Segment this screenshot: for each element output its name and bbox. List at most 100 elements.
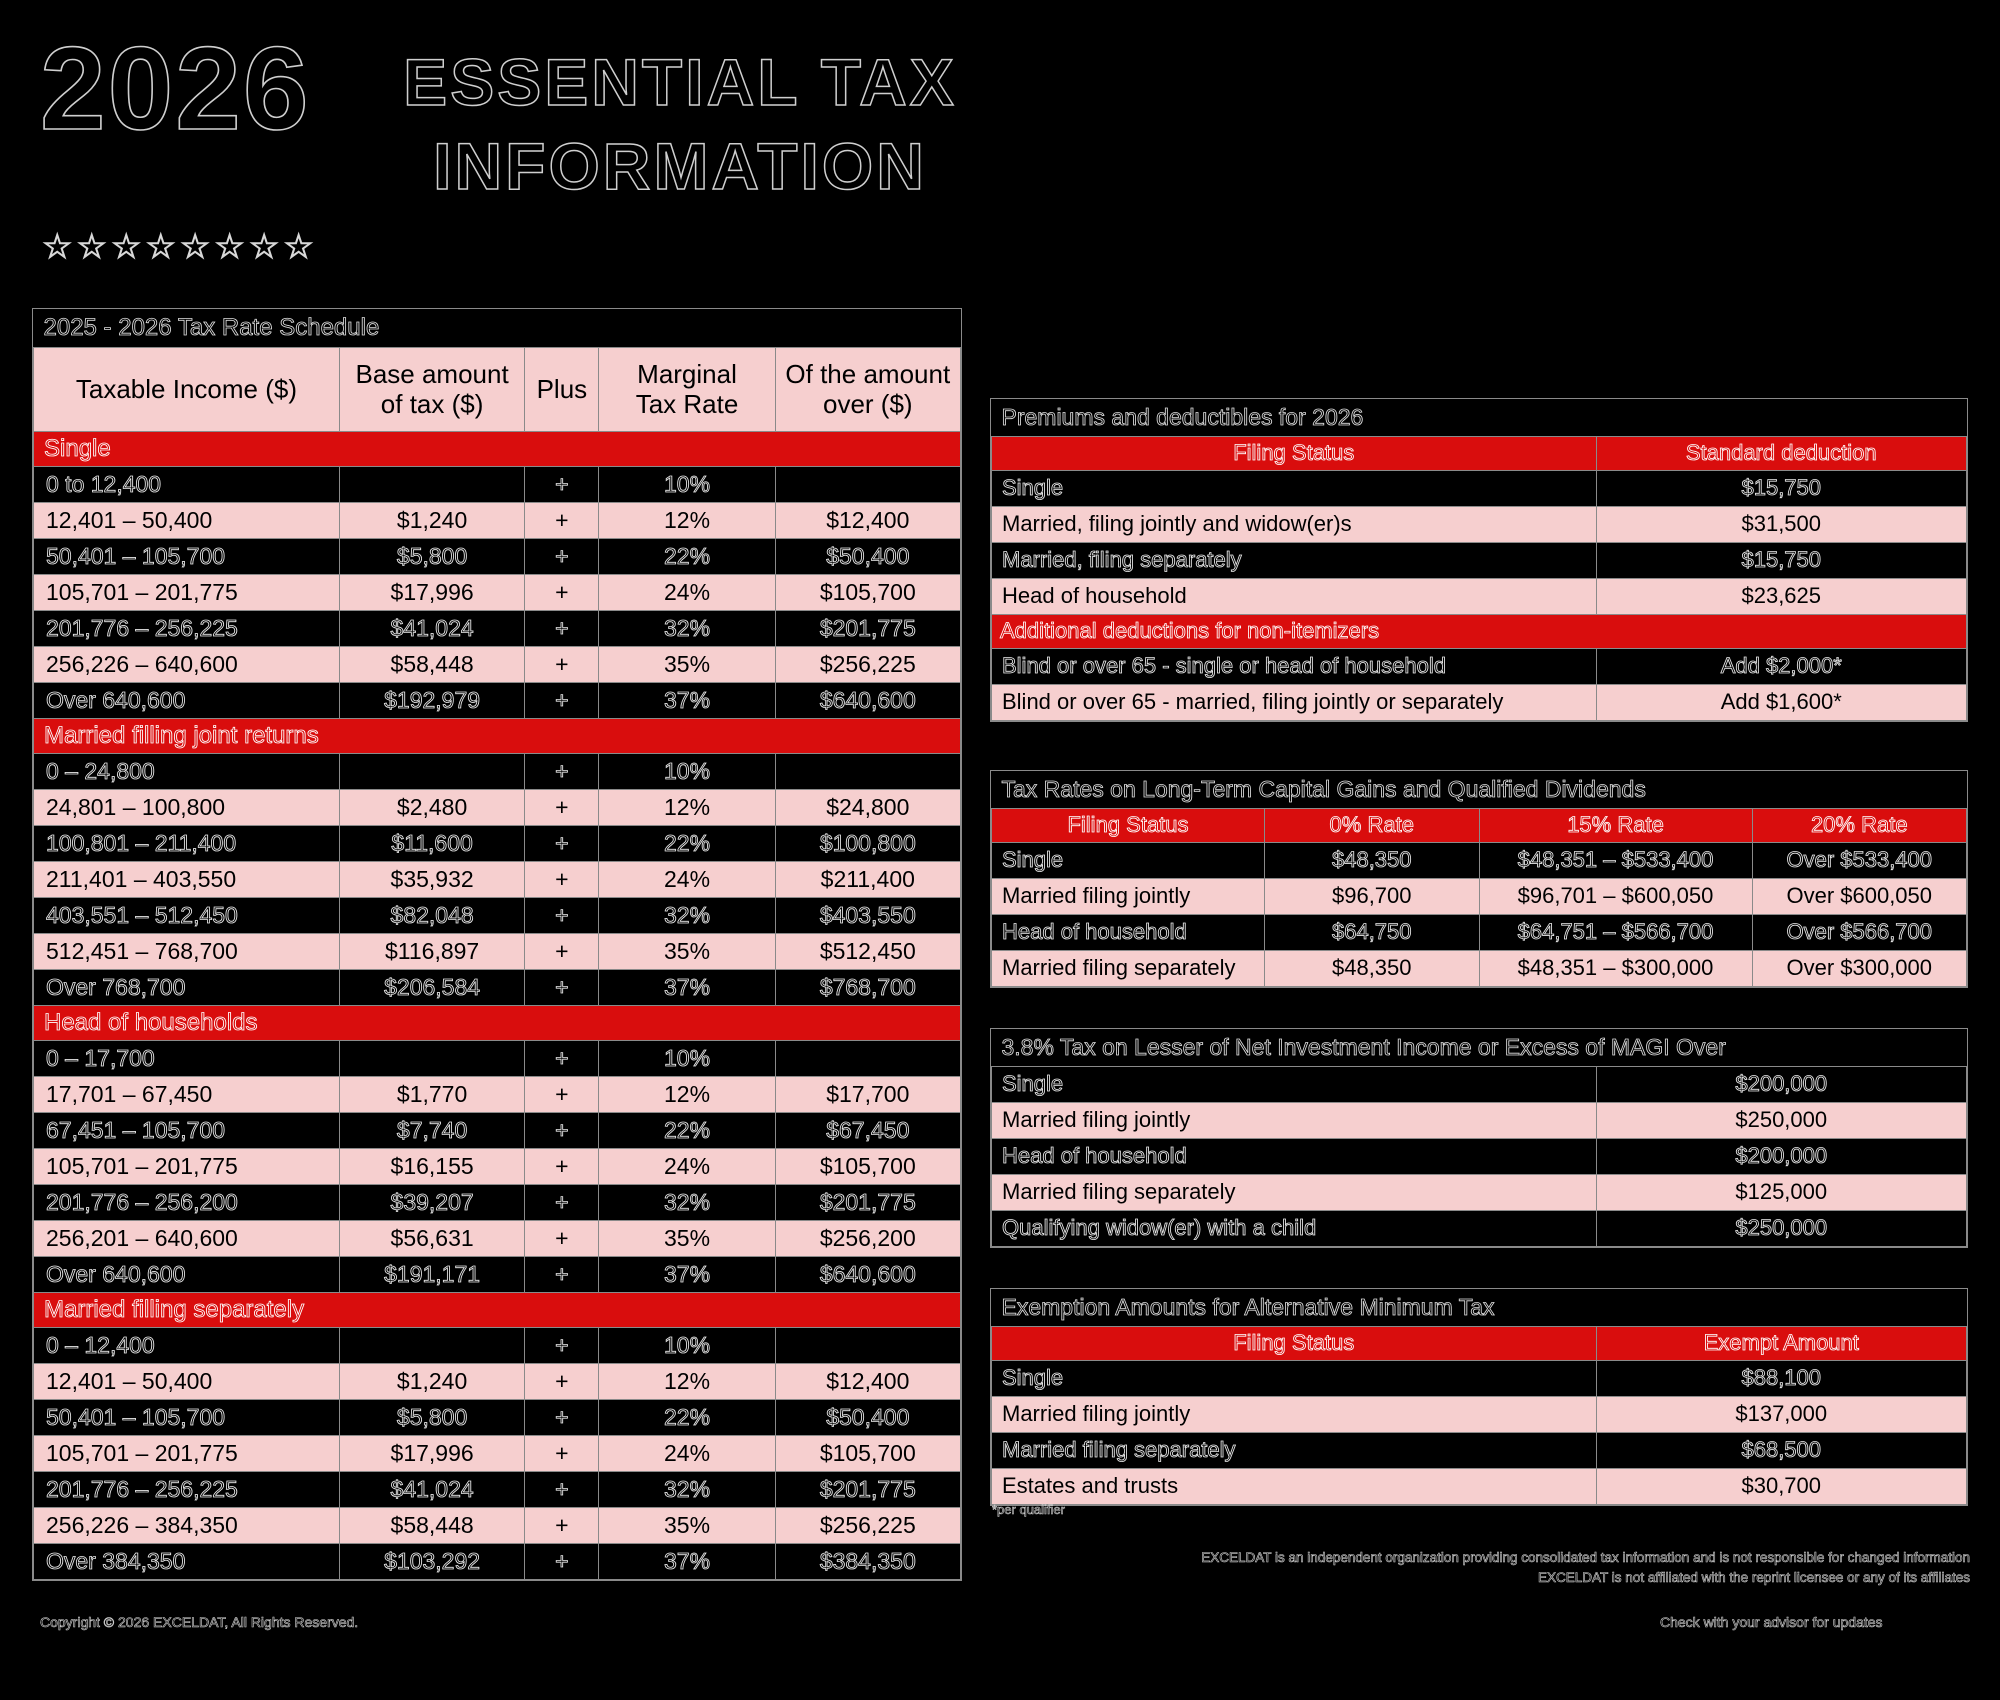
cell-base-amount: $41,024 [338,609,526,647]
cell-filing-status: Single [991,1359,1597,1397]
cell-amount-over: $24,800 [774,788,962,826]
cell-taxable-income: 256,226 – 640,600 [33,645,340,683]
niit-caption-row: 3.8% Tax on Lesser of Net Investment Inc… [991,1029,1967,1067]
filing-status-band: Head of households [33,1004,961,1041]
table-row: 201,776 – 256,225 $41,024 +32% $201,775 [33,1470,962,1508]
table-row: Married filing jointly $137,000 [991,1395,1967,1433]
cell-marginal-rate: 22% [598,824,776,862]
table-row: 50,401 – 105,700 $5,800 +22% $50,400 [33,537,962,575]
cell-plus: + [524,932,600,970]
table-row: Head of household $64,750 $64,751 – $566,7… [991,913,1967,951]
cell-amount-over: $403,550 [774,896,962,934]
cell-base-amount: $35,932 [338,860,526,898]
col-header-base: Base amount of tax ($) [338,346,526,432]
table-row: Blind or over 65 - married, filing joint… [991,683,1967,721]
table-row: 211,401 – 403,550 $35,932 +24% $211,400 [33,860,962,898]
cell-standard-deduction: $15,750 [1595,469,1967,507]
cell-taxable-income: Over 768,700 [33,968,340,1006]
cell-amount-over: $105,700 [774,1147,962,1185]
table-row: Qualifying widow(er) with a child $250,00… [991,1209,1967,1247]
cell-exempt-amount: $88,100 [1595,1359,1967,1397]
cell-taxable-income: Over 640,600 [33,1255,340,1293]
table-row: Single $200,000 [991,1065,1967,1103]
cell-marginal-rate: 24% [598,1147,776,1185]
capgains-caption-row: Tax Rates on Long-Term Capital Gains and… [991,771,1967,809]
amt-table: Exemption Amounts for Alternative Minimu… [991,1289,1967,1505]
cell-amount-over: $105,700 [774,1434,962,1472]
amt-header-row: Filing Status Exempt Amount [991,1325,1967,1361]
cell-amount-over: $640,600 [774,681,962,719]
cell-filing-status: Head of household [991,1137,1597,1175]
amt-caption: Exemption Amounts for Alternative Minimu… [991,1289,1967,1327]
cell-base-amount: $11,600 [338,824,526,862]
cell-rate-0: $96,700 [1264,877,1480,915]
schedule-caption-row: 2025 - 2026 Tax Rate Schedule [33,309,961,348]
cell-taxable-income: 50,401 – 105,700 [33,1398,340,1436]
cell-taxable-income: 105,701 – 201,775 [33,573,340,611]
cell-filing-status: Single [991,1065,1597,1103]
cell-standard-deduction: $23,625 [1595,577,1967,615]
filing-status-label: Single [33,430,961,467]
cell-plus: + [524,609,600,647]
cell-amount-over: $768,700 [774,968,962,1006]
cell-marginal-rate: 24% [598,573,776,611]
cell-marginal-rate: 22% [598,1111,776,1149]
table-row: 105,701 – 201,775 $16,155 +24% $105,700 [33,1147,962,1185]
cell-base-amount: $5,800 [338,1398,526,1436]
cell-base-amount: $58,448 [338,645,526,683]
filing-status-band: Single [33,430,961,467]
cell-rate-15: $48,351 – $300,000 [1478,949,1753,987]
table-row: Head of household $23,625 [991,577,1967,615]
cell-base-amount: $58,448 [338,1506,526,1544]
cell-taxable-income: 12,401 – 50,400 [33,501,340,539]
cell-magi-threshold: $200,000 [1595,1137,1967,1175]
cell-amount-over: $67,450 [774,1111,962,1149]
cell-filing-status: Married filing separately [991,949,1265,987]
cell-exempt-amount: $68,500 [1595,1431,1967,1469]
cell-filing-status: Married filing jointly [991,1395,1597,1433]
additional-deductions-band: Additional deductions for non-itemizers [991,613,1967,649]
table-row: Married, filing jointly and widow(er)s $3… [991,505,1967,543]
table-row: 105,701 – 201,775 $17,996 +24% $105,700 [33,1434,962,1472]
cell-base-amount [338,1326,526,1364]
cell-amount-over: $201,775 [774,1470,962,1508]
cell-base-amount: $16,155 [338,1147,526,1185]
cell-taxable-income: 67,451 – 105,700 [33,1111,340,1149]
cell-plus: + [524,1147,600,1185]
col-header-exempt-amount: Exempt Amount [1595,1325,1967,1361]
cell-base-amount: $116,897 [338,932,526,970]
cell-filing-status: Married, filing jointly and widow(er)s [991,505,1597,543]
cell-plus: + [524,1398,600,1436]
cell-marginal-rate: 10% [598,1326,776,1364]
cell-filing-status: Married, filing separately [991,541,1597,579]
disclaimer-line-1: EXCELDAT is an independent organization … [1201,1550,1970,1566]
table-row: 0 – 17,700 +10% [33,1039,962,1077]
table-row: Married filing jointly $96,700 $96,701 – $… [991,877,1967,915]
cell-rate-0: $64,750 [1264,913,1480,951]
cell-plus: + [524,752,600,790]
cell-base-amount: $206,584 [338,968,526,1006]
cell-amount-over: $201,775 [774,1183,962,1221]
niit-panel: 3.8% Tax on Lesser of Net Investment Inc… [990,1028,1968,1248]
table-row: 0 – 24,800 +10% [33,752,962,790]
cell-amount-over: $211,400 [774,860,962,898]
filing-status-label: Married filling separately [33,1291,961,1328]
table-row: 201,776 – 256,225 $41,024 +32% $201,775 [33,609,962,647]
cell-marginal-rate: 35% [598,645,776,683]
cell-base-amount: $41,024 [338,1470,526,1508]
page-header: 2026 ESSENTIAL TAX INFORMATION ☆☆☆☆☆☆☆☆ [0,0,2000,300]
stars-decoration: ☆☆☆☆☆☆☆☆ [41,228,318,266]
cell-plus: + [524,1506,600,1544]
table-row: 105,701 – 201,775 $17,996 +24% $105,700 [33,573,962,611]
cell-taxable-income: 201,776 – 256,225 [33,609,340,647]
cell-rate-15: $96,701 – $600,050 [1478,877,1753,915]
cell-base-amount: $1,770 [338,1075,526,1113]
table-row: Married filing separately $48,350 $48,351 … [991,949,1967,987]
niit-caption: 3.8% Tax on Lesser of Net Investment Inc… [991,1029,1967,1067]
cell-amount-over: $100,800 [774,824,962,862]
cell-exempt-amount: $137,000 [1595,1395,1967,1433]
cell-base-amount: $191,171 [338,1255,526,1293]
cell-filing-status: Estates and trusts [991,1467,1597,1505]
table-row: Over 768,700 $206,584 +37% $768,700 [33,968,962,1006]
cell-rate-20: Over $566,700 [1751,913,1967,951]
